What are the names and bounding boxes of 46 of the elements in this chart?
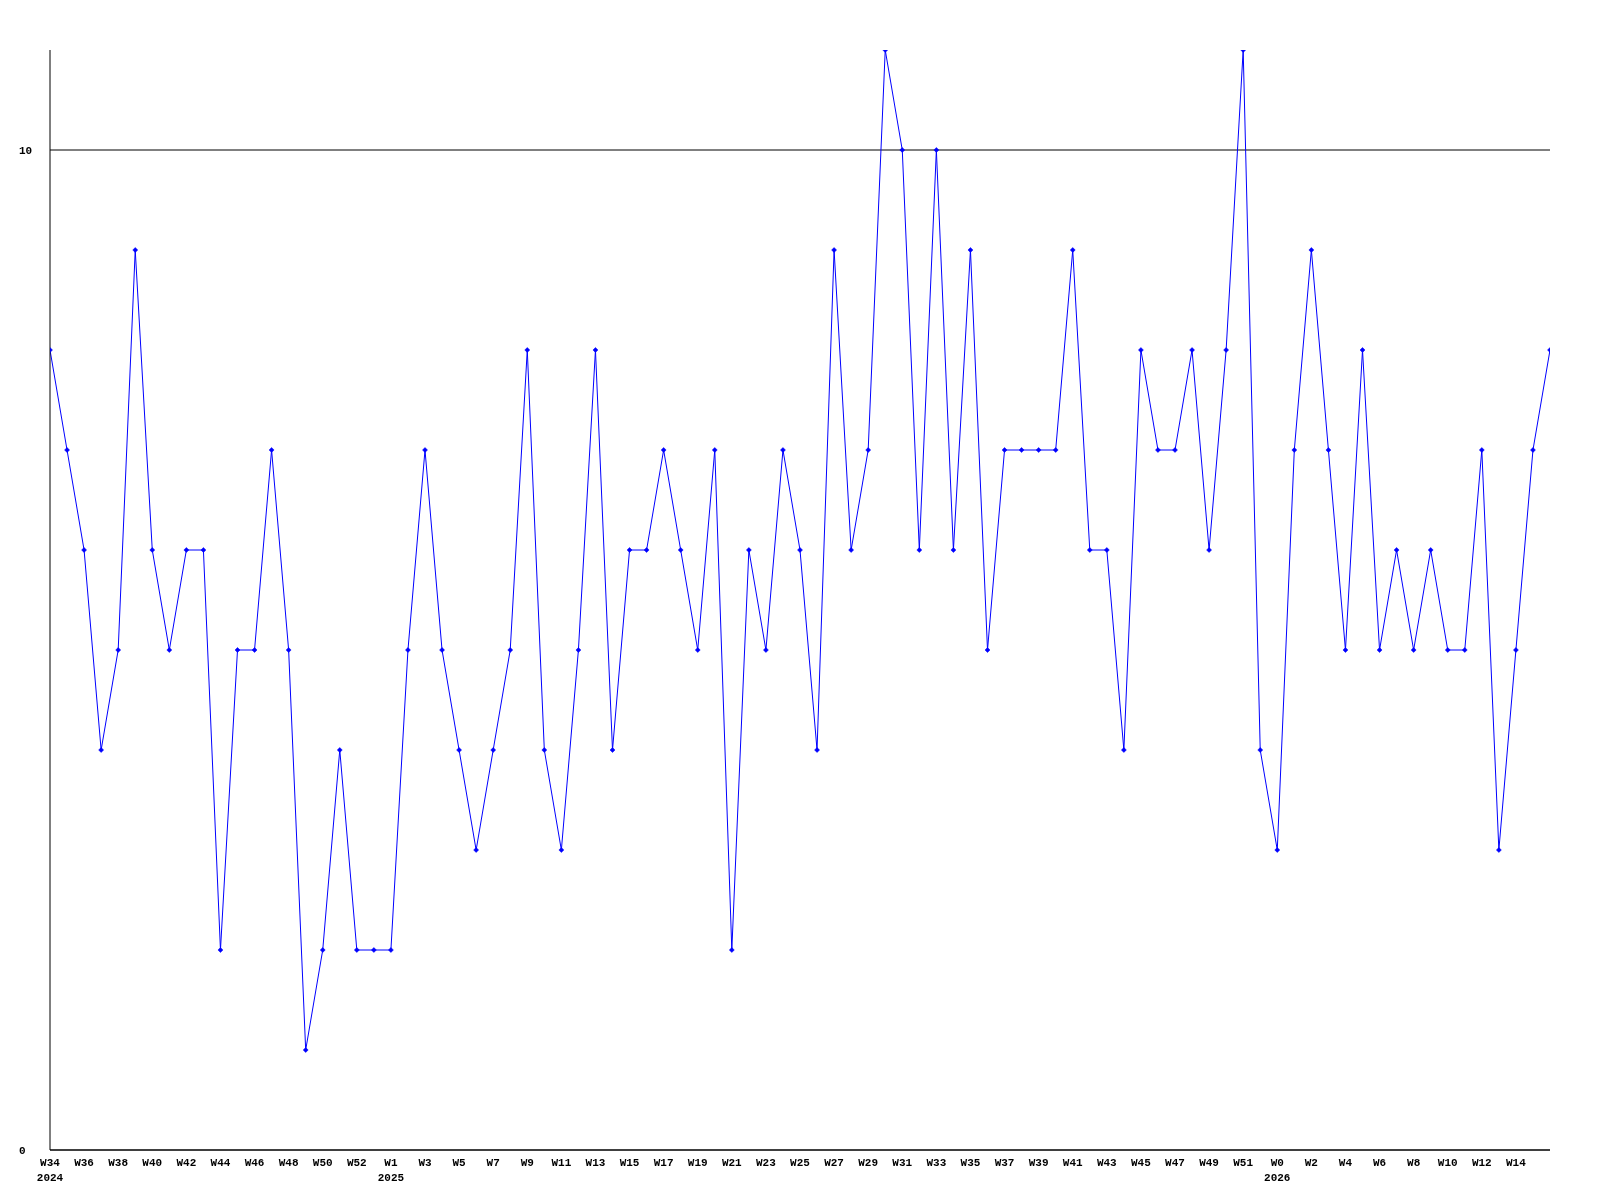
x-tick-label: W5: [452, 1157, 467, 1169]
x-tick-label: W52: [346, 1157, 367, 1169]
x-tick-label: W14: [1506, 1157, 1527, 1169]
x-tick-label: W13: [585, 1157, 606, 1169]
x-tick-label: W27: [824, 1157, 844, 1169]
x-tick-label: W44: [210, 1157, 231, 1169]
x-tick-label: W48: [278, 1157, 299, 1169]
x-tick-label: W43: [1096, 1157, 1118, 1169]
x-tick-label: W42: [176, 1157, 197, 1169]
x-tick-label: W41: [1062, 1157, 1084, 1169]
x-tick-label: W19: [687, 1157, 708, 1169]
x-tick-label: W25: [790, 1157, 811, 1169]
x-tick-label: W0 2026: [1264, 1157, 1291, 1184]
x-tick-label: W7: [486, 1157, 500, 1169]
x-tick-label: W21: [721, 1157, 743, 1169]
x-tick-label: W12: [1471, 1157, 1492, 1169]
x-tick-label: W8: [1407, 1157, 1421, 1169]
x-tick-label: W15: [619, 1157, 640, 1169]
x-tick-label: W4: [1338, 1157, 1353, 1169]
x-tick-label: W33: [926, 1157, 947, 1169]
x-tick-label: W2: [1304, 1157, 1318, 1169]
x-tick-label: W45: [1131, 1157, 1152, 1169]
x-tick-label: W23: [756, 1157, 777, 1169]
x-tick-label: W47: [1165, 1157, 1185, 1169]
x-tick-label: W6: [1372, 1157, 1387, 1169]
x-tick-label: W46: [244, 1157, 265, 1169]
x-tick-label: W37: [994, 1157, 1015, 1169]
x-tick-label: W10: [1437, 1157, 1458, 1169]
x-tick-label: W38: [108, 1157, 129, 1169]
x-tick-label: W3: [418, 1157, 432, 1169]
x-tick-label: W29: [858, 1157, 879, 1169]
x-tick-label: W39: [1028, 1157, 1049, 1169]
x-tick-label: W36: [74, 1157, 94, 1169]
x-tick-label: W11: [551, 1157, 572, 1169]
x-tick-label: W49: [1199, 1157, 1219, 1169]
y-tick-label: 0: [19, 1145, 26, 1157]
x-tick-label: W31: [892, 1157, 913, 1169]
y-tick-label: 10: [19, 145, 33, 157]
x-tick-label: W9: [520, 1157, 534, 1169]
x-tick-label: W40: [142, 1157, 163, 1169]
x-tick-label: W35: [960, 1157, 981, 1169]
x-tick-label: W50: [312, 1157, 333, 1169]
x-tick-label: W17: [653, 1157, 674, 1169]
x-tick-label: W51: [1233, 1157, 1254, 1169]
x-tick-label: W1 2025: [377, 1157, 405, 1184]
x-tick-label: W34 2024: [36, 1157, 64, 1184]
